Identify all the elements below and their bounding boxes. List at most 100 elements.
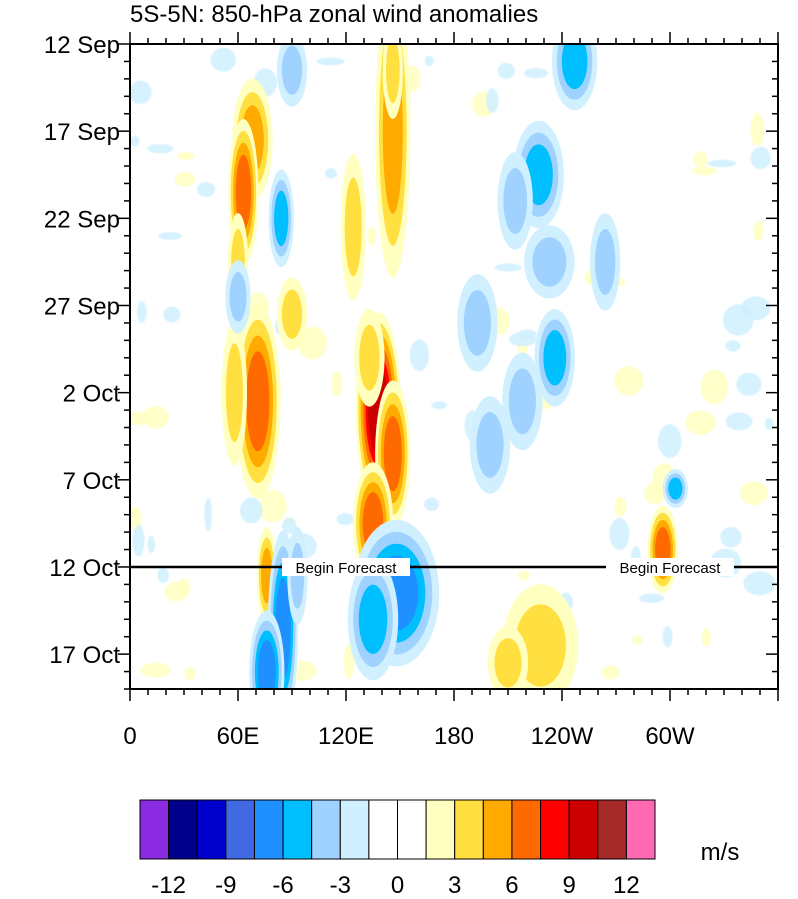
y-tick-label: 17 Oct — [49, 642, 120, 669]
colorbar-swatch — [253, 799, 284, 860]
background-anomaly-patch — [494, 263, 522, 272]
background-anomaly-patch — [210, 47, 236, 72]
colorbar-swatch — [597, 799, 627, 860]
background-anomaly-patch — [132, 524, 145, 557]
background-anomaly-patch — [142, 405, 170, 429]
colorbar-swatch — [311, 799, 341, 860]
colorbar-tick-label: 9 — [562, 872, 575, 899]
background-anomaly-patch — [174, 171, 196, 187]
background-anomaly-patch — [685, 410, 716, 435]
westerly-anomaly — [382, 44, 403, 119]
x-tick-label: 60W — [645, 723, 695, 750]
background-anomaly-patch — [431, 401, 448, 410]
background-anomaly-patch — [184, 667, 196, 681]
background-anomaly-patch — [298, 326, 327, 360]
colorbar: -12 -9 -6 -3 0 3 6 9 12 m/s — [139, 799, 740, 899]
background-anomaly-patch — [486, 88, 499, 113]
colorbar-tick-label: -6 — [272, 872, 293, 899]
colorbar-tick-label: -12 — [151, 872, 186, 899]
background-anomaly-patch — [692, 166, 717, 176]
forecast-label: Begin Forecast — [620, 560, 722, 577]
colorbar-swatch — [425, 799, 456, 860]
x-tick-label: 60E — [217, 723, 260, 750]
background-anomaly-patch — [609, 517, 630, 551]
background-anomaly-patch — [632, 635, 643, 645]
background-anomaly-patch — [157, 567, 169, 584]
forecast-label-background — [282, 557, 410, 576]
westerly-anomaly — [354, 308, 385, 407]
x-axis: 0 60E 120E 180 120W 60W — [123, 32, 779, 750]
colorbar-unit-label: m/s — [701, 839, 740, 866]
y-tick-label: 22 Sep — [44, 206, 120, 233]
background-anomaly-patch — [336, 513, 355, 526]
easterly-anomaly — [225, 260, 251, 334]
westerly-anomaly — [235, 303, 281, 499]
y-tick-label: 2 Oct — [63, 381, 121, 408]
colorbar-swatch — [568, 799, 599, 860]
y-tick-label: 12 Sep — [44, 32, 120, 59]
colorbar-swatch — [540, 799, 570, 860]
forecast-label-background — [606, 557, 734, 576]
background-anomaly-patch — [725, 340, 741, 352]
background-anomaly-patch — [517, 570, 530, 581]
background-anomaly-patch — [743, 571, 776, 596]
background-anomaly-patch — [750, 146, 771, 170]
background-anomaly-patch — [259, 489, 287, 523]
easterly-anomaly — [502, 352, 543, 451]
colorbar-swatch — [139, 799, 170, 860]
westerly-anomaly — [487, 626, 529, 689]
background-anomaly-patch — [177, 152, 195, 161]
background-anomaly-patch — [725, 412, 753, 431]
easterly-anomaly — [662, 469, 689, 509]
colorbar-swatch — [454, 799, 484, 860]
x-tick-label: 180 — [434, 723, 474, 750]
background-anomaly-patch — [523, 68, 549, 79]
background-anomaly-patch — [753, 220, 764, 242]
easterly-anomaly — [534, 308, 575, 407]
chart-title: 5S-5N: 850-hPa zonal wind anomalies — [130, 1, 538, 28]
background-anomaly-patch — [639, 593, 665, 603]
x-tick-label: 120E — [318, 723, 374, 750]
y-axis: 12 Sep 17 Sep 22 Sep 27 Sep 2 Oct 7 Oct 12 Oct… — [44, 32, 778, 690]
background-anomaly-patch — [662, 625, 673, 648]
background-anomaly-patch — [701, 628, 711, 647]
colorbar-tick-label: -3 — [330, 872, 351, 899]
colorbar-swatch — [625, 799, 656, 860]
easterly-anomaly — [590, 213, 621, 311]
colorbar-swatch — [225, 799, 255, 860]
y-tick-label: 27 Sep — [44, 293, 120, 320]
y-tick-label: 17 Sep — [44, 119, 120, 146]
background-anomaly-patch — [614, 496, 627, 517]
westerly-anomaly — [340, 153, 366, 301]
forecast-marker: Begin Forecast Begin Forecast — [130, 557, 778, 577]
colorbar-tick-label: -9 — [215, 872, 236, 899]
colorbar-swatch — [397, 799, 427, 860]
easterly-anomaly — [469, 396, 511, 494]
colorbar-tick-label: 0 — [391, 872, 404, 899]
background-anomaly-patch — [163, 306, 181, 323]
colorbar-tick-label: 6 — [505, 872, 518, 899]
easterly-anomaly — [551, 44, 598, 111]
anomaly-features — [221, 44, 689, 689]
background-anomaly-patch — [614, 366, 644, 396]
background-anomaly-patch — [657, 424, 682, 459]
background-anomaly-patch — [424, 497, 440, 512]
background-anomaly-patch — [178, 578, 191, 598]
x-tick-label: 120W — [531, 723, 594, 750]
background-anomaly-patch — [764, 418, 774, 430]
background-anomaly-patch — [130, 80, 152, 105]
background-anomaly-patch — [130, 411, 147, 426]
background-anomaly-patch — [147, 144, 174, 154]
background-anomaly-patch — [736, 372, 762, 396]
background-anomaly-patch — [196, 181, 216, 198]
easterly-anomaly — [524, 225, 575, 299]
background-anomaly-patch — [601, 665, 620, 680]
background-anomaly-patch — [720, 526, 742, 548]
easterly-anomaly — [268, 169, 294, 268]
colorbar-tick-label: 12 — [613, 872, 640, 899]
easterly-anomaly — [276, 44, 308, 107]
background-anomaly-patch — [130, 506, 142, 531]
colorbar-swatch — [511, 799, 542, 860]
background-anomaly-patch — [316, 57, 345, 66]
